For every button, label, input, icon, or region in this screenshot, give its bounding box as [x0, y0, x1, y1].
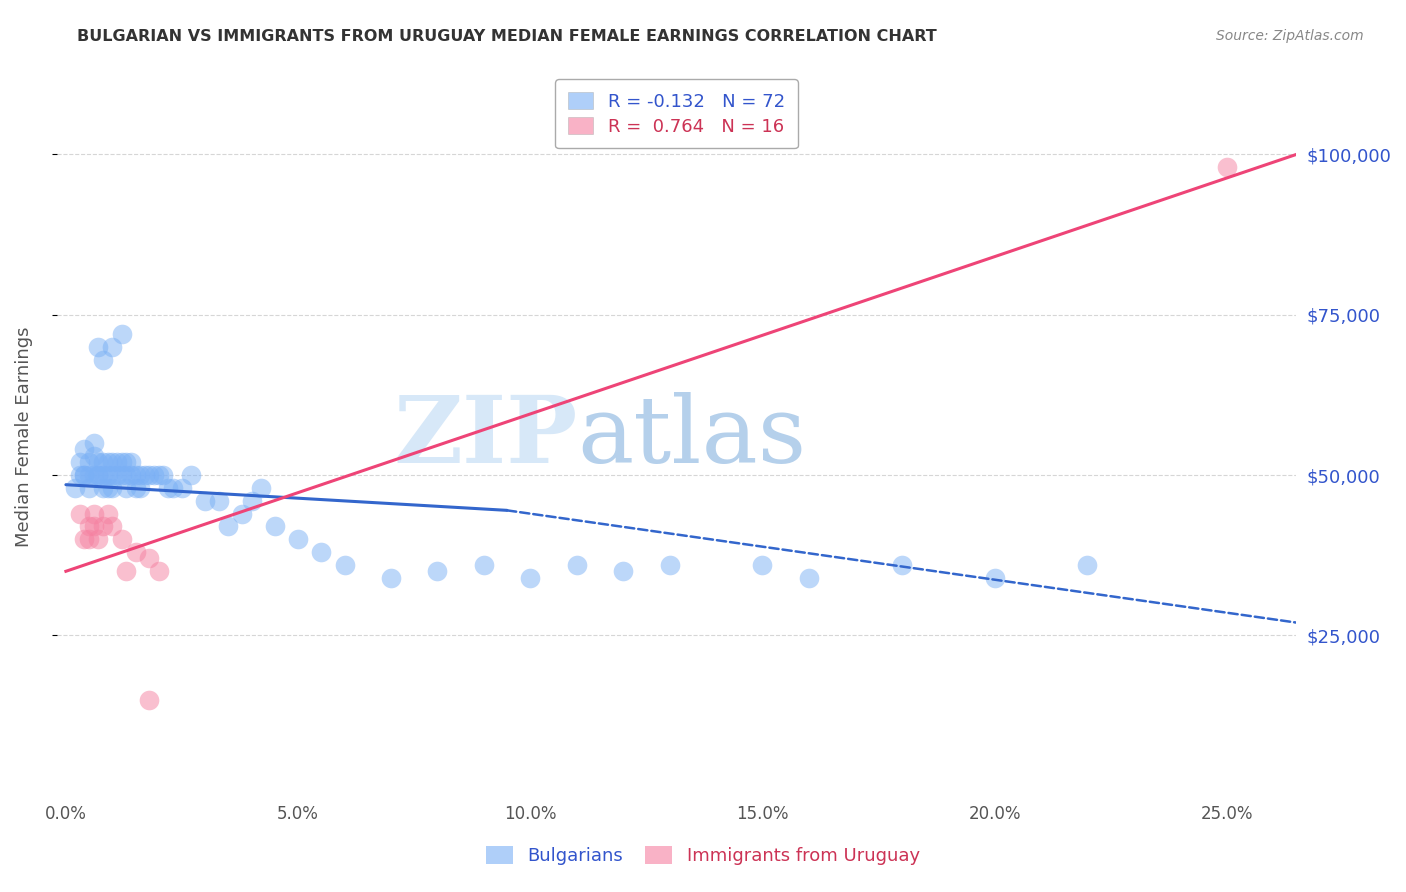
Point: [101, 481, 124, 495]
Point: [152, 468, 174, 483]
Point: [105, 468, 128, 483]
Point: [134, 468, 156, 483]
Point: [115, 564, 138, 578]
Point: [129, 481, 152, 495]
Point: [91, 481, 114, 495]
Point: [87, 340, 110, 354]
Point: [73, 533, 96, 547]
Point: [91, 468, 114, 483]
Point: [890, 558, 912, 572]
Text: BULGARIAN VS IMMIGRANTS FROM URUGUAY MEDIAN FEMALE EARNINGS CORRELATION CHART: BULGARIAN VS IMMIGRANTS FROM URUGUAY MED…: [77, 29, 936, 44]
Point: [162, 481, 184, 495]
Point: [83, 507, 105, 521]
Point: [426, 564, 449, 578]
Point: [97, 507, 120, 521]
Point: [124, 468, 146, 483]
Point: [129, 468, 152, 483]
Point: [97, 455, 120, 469]
Legend: Bulgarians, Immigrants from Uruguay: Bulgarians, Immigrants from Uruguay: [479, 839, 927, 872]
Legend: R = -0.132   N = 72, R =  0.764   N = 16: R = -0.132 N = 72, R = 0.764 N = 16: [555, 79, 797, 148]
Point: [87, 455, 110, 469]
Point: [77, 533, 100, 547]
Point: [77, 519, 100, 533]
Point: [519, 571, 541, 585]
Point: [110, 533, 132, 547]
Point: [1216, 160, 1239, 174]
Point: [124, 481, 146, 495]
Point: [69, 468, 91, 483]
Point: [240, 493, 263, 508]
Point: [124, 545, 146, 559]
Point: [115, 455, 138, 469]
Point: [263, 519, 285, 533]
Point: [83, 468, 105, 483]
Point: [1076, 558, 1098, 572]
Point: [69, 507, 91, 521]
Point: [472, 558, 495, 572]
Point: [143, 468, 166, 483]
Point: [77, 468, 100, 483]
Point: [138, 692, 160, 706]
Point: [231, 507, 253, 521]
Point: [91, 455, 114, 469]
Point: [250, 481, 273, 495]
Point: [138, 551, 160, 566]
Point: [101, 468, 124, 483]
Point: [180, 468, 202, 483]
Point: [797, 571, 820, 585]
Point: [115, 468, 138, 483]
Point: [565, 558, 588, 572]
Point: [333, 558, 356, 572]
Point: [110, 455, 132, 469]
Point: [157, 481, 180, 495]
Point: [83, 449, 105, 463]
Point: [120, 468, 142, 483]
Point: [83, 519, 105, 533]
Point: [120, 455, 142, 469]
Point: [115, 481, 138, 495]
Text: ZIP: ZIP: [394, 392, 578, 482]
Point: [287, 533, 309, 547]
Point: [148, 564, 170, 578]
Point: [658, 558, 681, 572]
Point: [105, 455, 128, 469]
Point: [87, 468, 110, 483]
Point: [69, 455, 91, 469]
Point: [110, 326, 132, 341]
Point: [380, 571, 402, 585]
Point: [97, 481, 120, 495]
Point: [73, 442, 96, 457]
Text: Source: ZipAtlas.com: Source: ZipAtlas.com: [1216, 29, 1364, 43]
Point: [148, 468, 170, 483]
Point: [208, 493, 231, 508]
Point: [91, 352, 114, 367]
Point: [194, 493, 217, 508]
Point: [311, 545, 333, 559]
Y-axis label: Median Female Earnings: Median Female Earnings: [15, 326, 32, 547]
Point: [83, 436, 105, 450]
Point: [73, 468, 96, 483]
Point: [612, 564, 634, 578]
Point: [73, 468, 96, 483]
Point: [983, 571, 1005, 585]
Point: [217, 519, 239, 533]
Point: [751, 558, 773, 572]
Point: [101, 455, 124, 469]
Point: [101, 340, 124, 354]
Text: atlas: atlas: [578, 392, 807, 482]
Point: [97, 468, 120, 483]
Point: [110, 468, 132, 483]
Point: [77, 481, 100, 495]
Point: [77, 455, 100, 469]
Point: [87, 533, 110, 547]
Point: [170, 481, 193, 495]
Point: [87, 468, 110, 483]
Point: [138, 468, 160, 483]
Point: [101, 519, 124, 533]
Point: [63, 481, 86, 495]
Point: [91, 519, 114, 533]
